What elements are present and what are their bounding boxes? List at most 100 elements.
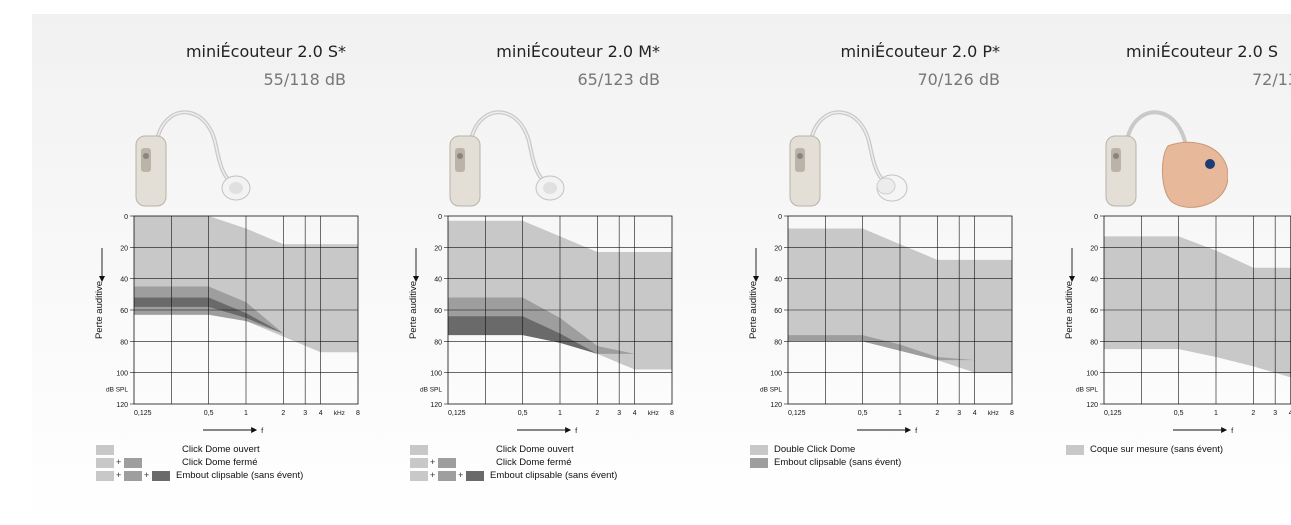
legend-swatch xyxy=(750,445,768,455)
y-tick-label: 20 xyxy=(1090,245,1098,252)
legend-plus: + xyxy=(116,457,122,467)
x-tick-label: 3 xyxy=(957,410,961,417)
device-panel: miniÉcouteur 2.0 M* 65/123 dB 0 20 40 60 80 1… xyxy=(346,14,676,525)
y-unit-label: dB SPL xyxy=(1076,386,1098,393)
x-tick-label: 0,125 xyxy=(448,410,466,417)
x-unit-label: kHz xyxy=(648,410,659,417)
x-tick-label: 0,125 xyxy=(1104,410,1122,417)
audiogram-comparison: miniÉcouteur 2.0 S* 55/118 dB 0 20 40 60 80 1… xyxy=(32,14,1291,525)
y-tick-label: 20 xyxy=(120,245,128,252)
x-tick-label: 4 xyxy=(633,410,637,417)
device-panel: miniÉcouteur 2.0 S* 55/118 dB 0 20 40 60 80 1… xyxy=(32,14,362,525)
legend-label: Embout clipsable (sans évent) xyxy=(490,470,618,481)
y-tick-label: 80 xyxy=(120,339,128,346)
audiogram-chart: 0 20 40 60 80 100 120 dB SPL Perte auditive 0,125… xyxy=(1064,214,1291,435)
x-axis-title: f xyxy=(915,426,918,435)
x-tick-label: 3 xyxy=(1273,410,1277,417)
y-axis-title: Perte auditive xyxy=(748,281,759,339)
x-tick-label: 1 xyxy=(244,410,248,417)
x-arrow-head xyxy=(905,427,912,433)
x-tick-label: 0,5 xyxy=(518,410,528,417)
device-output-range: 55/118 dB xyxy=(263,70,346,89)
legend-swatch xyxy=(1066,445,1084,455)
legend-plus: + xyxy=(458,470,464,480)
x-axis-title: f xyxy=(1231,426,1234,435)
legend-swatch xyxy=(152,471,170,481)
y-tick-label: 80 xyxy=(434,339,442,346)
y-unit-label: dB SPL xyxy=(106,386,128,393)
legend-swatch xyxy=(466,471,484,481)
y-tick-label: 40 xyxy=(120,277,128,284)
y-unit-label: dB SPL xyxy=(420,386,442,393)
device-panel: miniÉcouteur 2.0 S 72/130 dB 02040608010… xyxy=(1002,14,1291,525)
legend-label: Embout clipsable (sans évent) xyxy=(774,457,902,468)
y-arrow-head xyxy=(1069,276,1075,282)
legend-label: Double Click Dome xyxy=(774,444,856,455)
x-tick-label: 2 xyxy=(935,410,939,417)
y-tick-label: 120 xyxy=(430,402,442,409)
y-tick-label: 80 xyxy=(774,339,782,346)
legend-label: Click Dome fermé xyxy=(182,457,258,468)
y-tick-label: 20 xyxy=(774,245,782,252)
y-tick-label: 100 xyxy=(770,371,782,378)
legend-swatch xyxy=(438,458,456,468)
legend-swatch xyxy=(410,471,428,481)
y-axis-title: Perte auditive xyxy=(1064,281,1075,339)
device-output-range: 72/130 dB xyxy=(1252,70,1291,89)
legend-swatch xyxy=(750,458,768,468)
y-tick-label: 80 xyxy=(1090,339,1098,346)
x-tick-label: 1 xyxy=(558,410,562,417)
y-tick-label: 40 xyxy=(774,277,782,284)
y-tick-label: 40 xyxy=(434,277,442,284)
x-tick-label: 3 xyxy=(303,410,307,417)
y-tick-label: 120 xyxy=(770,402,782,409)
x-tick-label: 4 xyxy=(319,410,323,417)
x-tick-label: 0,5 xyxy=(204,410,214,417)
x-axis-title: f xyxy=(261,426,264,435)
x-arrow-head xyxy=(565,427,572,433)
device-title: miniÉcouteur 2.0 S* xyxy=(185,42,346,61)
bte-click-dome-icon xyxy=(449,110,565,207)
legend-swatch xyxy=(96,445,114,455)
legend-label: Click Dome ouvert xyxy=(496,444,574,455)
legend-swatch xyxy=(124,458,142,468)
y-tick-label: 40 xyxy=(1090,277,1098,284)
legend-swatch xyxy=(124,471,142,481)
y-tick-label: 60 xyxy=(434,308,442,315)
legend-swatch xyxy=(96,458,114,468)
x-axis-title: f xyxy=(575,426,578,435)
bte-click-dome-icon xyxy=(135,110,251,207)
legend-swatch xyxy=(96,471,114,481)
legend-label: Embout clipsable (sans évent) xyxy=(176,470,304,481)
x-tick-label: 0,125 xyxy=(134,410,152,417)
y-tick-label: 20 xyxy=(434,245,442,252)
device-panel: miniÉcouteur 2.0 P* 70/126 dB 0 20 40 60 80 1… xyxy=(686,14,1016,525)
x-unit-label: kHz xyxy=(334,410,345,417)
x-tick-label: 8 xyxy=(670,410,674,417)
legend-label: Coque sur mesure (sans évent) xyxy=(1090,444,1224,455)
legend-swatch xyxy=(410,458,428,468)
x-tick-label: 0,5 xyxy=(858,410,868,417)
x-arrow-head xyxy=(251,427,258,433)
x-unit-label: kHz xyxy=(988,410,999,417)
legend-label: Click Dome ouvert xyxy=(182,444,260,455)
x-tick-label: 0,5 xyxy=(1174,410,1184,417)
y-tick-label: 60 xyxy=(1090,308,1098,315)
audiogram-chart: 0 20 40 60 80 100 120 dB SPL Perte auditive 0,125… xyxy=(748,214,1014,435)
x-arrow-head xyxy=(1221,427,1228,433)
y-unit-label: dB SPL xyxy=(760,386,782,393)
bte-custom-shell-icon xyxy=(1105,110,1228,208)
y-arrow-head xyxy=(413,276,419,282)
y-tick-label: 0 xyxy=(778,214,782,221)
device-output-range: 65/123 dB xyxy=(577,70,660,89)
x-tick-label: 4 xyxy=(973,410,977,417)
audiogram-chart: 0 20 40 60 80 100 120 dB SPL Perte auditive 0,125… xyxy=(408,214,674,435)
y-arrow-head xyxy=(753,276,759,282)
audiogram-chart: 0 20 40 60 80 100 120 dB SPL Perte auditive 0,125… xyxy=(94,214,360,435)
legend-plus: + xyxy=(116,470,122,480)
x-tick-label: 1 xyxy=(1214,410,1218,417)
x-tick-label: 8 xyxy=(356,410,360,417)
x-tick-label: 8 xyxy=(1010,410,1014,417)
y-axis-title: Perte auditive xyxy=(94,281,105,339)
x-tick-label: 1 xyxy=(898,410,902,417)
